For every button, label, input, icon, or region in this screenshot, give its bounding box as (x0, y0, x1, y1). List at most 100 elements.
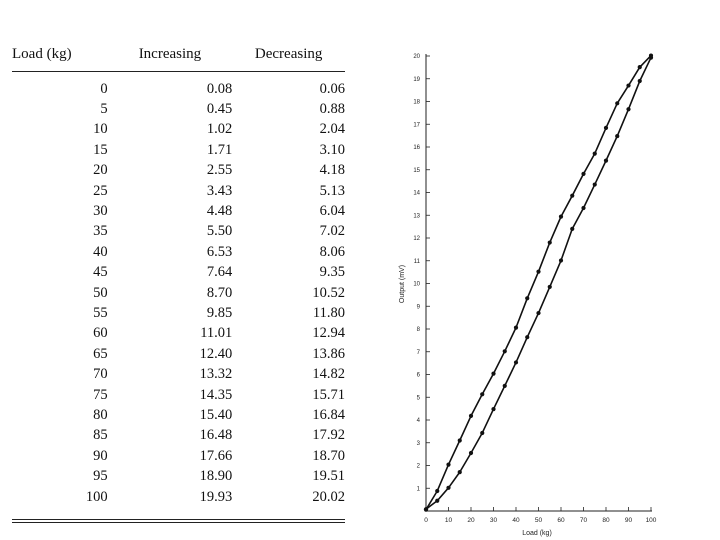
y-tick-label: 16 (413, 145, 420, 151)
header-increasing: Increasing (138, 46, 202, 62)
cell-increasing: 12.40 (199, 345, 233, 362)
cell-decreasing: 8.06 (319, 243, 345, 260)
cell-load: 45 (93, 264, 108, 281)
x-tick-label: 50 (535, 517, 543, 524)
y-tick-label: 3 (417, 441, 421, 447)
increasing-point (637, 78, 642, 84)
cell-load: 5 (100, 101, 108, 118)
table-row: 10 1.02 2.04 (12, 120, 345, 140)
y-tick-label: 7 (417, 350, 421, 356)
cell-load: 35 (93, 223, 108, 240)
increasing-point (536, 310, 541, 316)
cell-increasing: 19.93 (199, 488, 233, 505)
cell-decreasing: 17.92 (312, 427, 345, 444)
table-row: 5 0.45 0.88 (12, 99, 345, 119)
increasing-point (547, 284, 552, 290)
cell-load: 80 (93, 406, 108, 423)
calibration-table-panel: Load (kg) Increasing Decreasing 0 0.08 0.0… (12, 38, 345, 524)
cell-load: 40 (93, 243, 108, 260)
decreasing-point (525, 296, 530, 301)
cell-load: 95 (93, 468, 108, 485)
increasing-point (603, 158, 609, 163)
cell-load: 30 (93, 203, 108, 220)
table-row: 85 16.48 17.92 (12, 426, 345, 446)
x-tick-label: 10 (445, 517, 453, 524)
cell-decreasing: 0.88 (319, 101, 345, 118)
cell-increasing: 7.64 (206, 264, 233, 281)
increasing-point (558, 258, 564, 263)
cell-increasing: 8.70 (206, 284, 233, 301)
increasing-point (513, 360, 519, 365)
x-tick-label: 0 (424, 517, 428, 524)
y-tick-label: 10 (413, 282, 420, 288)
increasing-point (626, 107, 631, 112)
cell-decreasing: 15.71 (312, 386, 345, 403)
decreasing-point (491, 371, 496, 376)
decreasing-point (637, 65, 642, 70)
cell-decreasing: 5.13 (319, 182, 345, 199)
y-tick-label: 11 (414, 259, 421, 265)
cell-decreasing: 6.04 (319, 203, 345, 220)
cell-load: 85 (93, 427, 108, 444)
header-decreasing: Decreasing (254, 46, 323, 62)
y-tick-label: 1 (417, 486, 421, 492)
table-body: 0 0.08 0.06 5 0.45 0.88 10 1.02 2.04 15 1.71 3.10 20… (12, 72, 345, 508)
cell-increasing: 3.43 (206, 182, 233, 199)
table-row: 55 9.85 11.80 (12, 303, 345, 323)
cell-decreasing: 13.86 (312, 345, 345, 362)
calibration-table: Load (kg) Increasing Decreasing 0 0.08 0.0… (12, 38, 345, 507)
increasing-point (468, 450, 474, 456)
x-tick-label: 90 (625, 517, 633, 524)
increasing-point (525, 335, 530, 340)
cell-load: 55 (93, 304, 108, 321)
cell-load: 60 (93, 325, 108, 342)
y-tick-label: 13 (413, 213, 420, 219)
table-row: 80 15.40 16.84 (12, 405, 345, 425)
table-row: 30 4.48 6.04 (12, 201, 345, 221)
increasing-point (491, 406, 496, 412)
y-tick-label: 12 (413, 236, 420, 242)
decreasing-point (536, 269, 541, 274)
x-tick-label: 80 (602, 517, 610, 524)
increasing-point (435, 498, 440, 503)
cell-decreasing: 3.10 (319, 141, 345, 158)
cell-decreasing: 11.80 (312, 304, 345, 321)
cell-decreasing: 10.52 (312, 284, 345, 301)
y-tick-label: 18 (413, 100, 420, 106)
cell-increasing: 1.71 (206, 141, 233, 158)
table-header: Load (kg) Increasing Decreasing (12, 38, 345, 72)
cell-decreasing: 18.70 (312, 447, 345, 464)
table-row: 20 2.55 4.18 (12, 161, 345, 181)
y-axis-label: Output (mV) (399, 265, 406, 303)
table-bottom-rule (12, 519, 345, 524)
cell-decreasing: 19.51 (312, 468, 345, 485)
y-tick-label: 20 (413, 54, 420, 60)
x-axis-label: Load (kg) (522, 530, 552, 537)
decreasing-point (468, 413, 474, 419)
increasing-point (592, 182, 597, 187)
table-row: 45 7.64 9.35 (12, 263, 345, 283)
decreasing-point (558, 214, 564, 219)
increasing-point (615, 133, 620, 139)
cell-decreasing: 9.35 (319, 264, 345, 281)
cell-increasing: 11.01 (200, 325, 233, 342)
cell-decreasing: 2.04 (319, 121, 345, 138)
cell-increasing: 16.48 (199, 427, 233, 444)
cell-load: 20 (93, 162, 108, 179)
increasing-point (570, 226, 575, 231)
y-tick-label: 19 (413, 77, 420, 83)
cell-load: 90 (93, 447, 108, 464)
cell-increasing: 14.35 (199, 386, 233, 403)
cell-increasing: 0.45 (206, 101, 233, 118)
table-row: 95 18.90 19.51 (12, 466, 345, 486)
increasing-point (457, 469, 462, 475)
table-row: 35 5.50 7.02 (12, 222, 345, 242)
decreasing-point (648, 53, 654, 58)
y-tick-label: 2 (417, 464, 421, 470)
y-tick-label: 17 (413, 122, 420, 128)
cell-load: 75 (93, 386, 108, 403)
increasing-point (502, 383, 507, 388)
cell-increasing: 1.02 (206, 121, 233, 138)
decreasing-point (547, 240, 552, 245)
